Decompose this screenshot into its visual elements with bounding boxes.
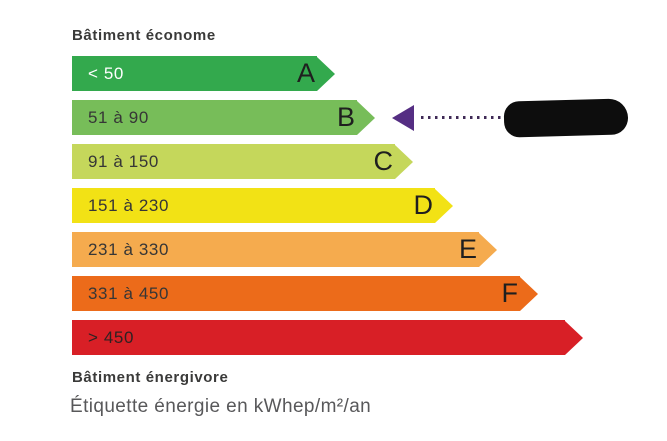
energy-band-bar-b: 51 à 90 B (72, 100, 357, 135)
energy-band-arrow-tip-b (357, 100, 375, 135)
energy-band-arrow-tip-d (435, 188, 453, 223)
dotted-connector (421, 116, 501, 119)
energy-band-range-c: 91 à 150 (88, 152, 159, 171)
energy-band-row-e: 231 à 330 E (72, 232, 628, 267)
energy-band-letter-f: F (501, 278, 519, 308)
energy-band-row-g: > 450 (72, 320, 628, 355)
energy-band-bar-e: 231 à 330 E (72, 232, 479, 267)
energy-band-letter-d: D (413, 190, 434, 220)
energy-scale: < 50 A 51 à 90 B 91 à 150 C 151 à 230 D 231 à 33… (72, 56, 629, 364)
energy-band-letter-e: E (458, 234, 477, 264)
energy-band-range-b: 51 à 90 (88, 108, 149, 127)
scale-bottom-label: Bâtiment énergivore (72, 369, 229, 386)
energy-band-letter-c: C (373, 146, 394, 176)
energy-band-bar-a: < 50 A (72, 56, 317, 91)
energy-band-letter-b: B (336, 102, 355, 132)
energy-band-arrow-tip-a (317, 56, 335, 91)
energy-band-bar-d: 151 à 230 D (72, 188, 435, 223)
energy-band-range-f: 331 à 450 (88, 284, 170, 303)
redacted-value-blob (503, 97, 629, 138)
energy-band-bar-c: 91 à 150 C (72, 144, 395, 179)
energy-band-range-a: < 50 (88, 64, 124, 83)
energy-band-row-d: 151 à 230 D (72, 188, 628, 223)
energy-band-bar-f: 331 à 450 F (72, 276, 520, 311)
energy-band-letter-a: A (296, 58, 315, 88)
energy-band-arrow-tip-f (520, 276, 538, 311)
energy-band-range-e: 231 à 330 (88, 240, 170, 259)
energy-band-arrow-tip-g (565, 320, 583, 355)
energy-band-row-f: 331 à 450 F (72, 276, 628, 311)
scale-top-label: Bâtiment économe (72, 27, 216, 44)
energy-band-arrow-tip-c (395, 144, 413, 179)
energy-band-arrow-tip-e (479, 232, 497, 267)
energy-band-bar-g: > 450 (72, 320, 565, 355)
energy-band-range-d: 151 à 230 (88, 196, 170, 215)
caption: Étiquette énergie en kWhep/m²/an (70, 396, 372, 417)
energy-band-row-a: < 50 A (72, 56, 628, 91)
energy-band-row-b: 51 à 90 B (72, 97, 629, 138)
energy-band-range-g: > 450 (88, 328, 135, 347)
energy-band-row-c: 91 à 150 C (72, 144, 628, 179)
selection-pointer-icon (392, 104, 414, 131)
